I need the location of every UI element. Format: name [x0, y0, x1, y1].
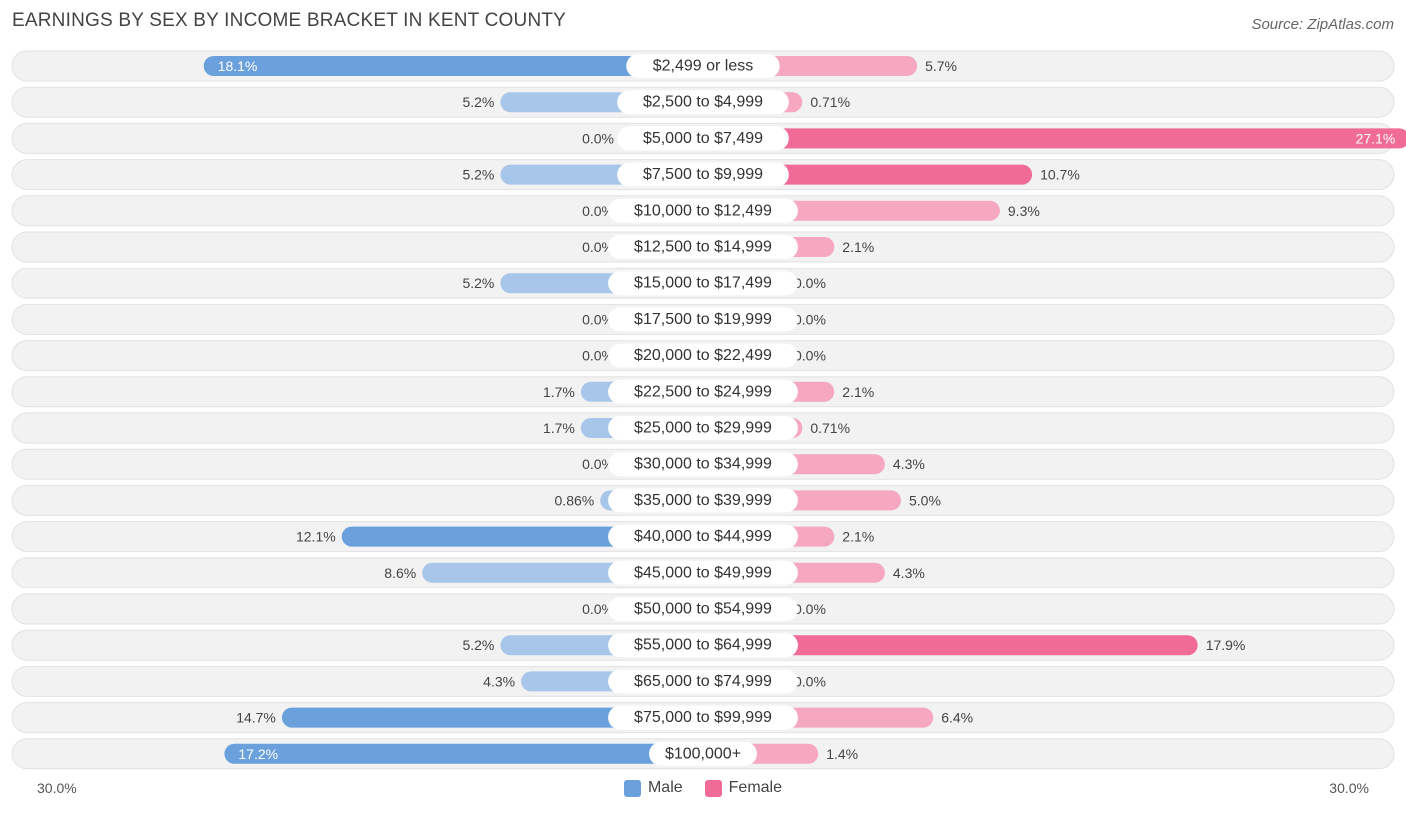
- male-value-label: 5.2%: [462, 637, 494, 653]
- male-value-label: 4.3%: [483, 673, 515, 689]
- category-pill: [617, 162, 789, 187]
- category-label: $65,000 to $74,999: [634, 673, 772, 690]
- male-value-label: 5.2%: [462, 275, 494, 291]
- male-value-label: 0.0%: [582, 311, 614, 327]
- male-value-label: 1.7%: [543, 384, 575, 400]
- female-value-label: 0.0%: [794, 601, 826, 617]
- category-label: $75,000 to $99,999: [634, 709, 772, 726]
- category-label: $2,500 to $4,999: [643, 94, 763, 111]
- category-label: $22,500 to $24,999: [634, 383, 772, 400]
- category-label: $45,000 to $49,999: [634, 564, 772, 581]
- category-label: $12,500 to $14,999: [634, 239, 772, 256]
- male-value-label: 0.0%: [582, 130, 614, 146]
- legend-label-male: Male: [647, 779, 683, 796]
- legend-item-female[interactable]: Female: [704, 779, 783, 797]
- male-value-label: 0.0%: [582, 456, 614, 472]
- female-value-label: 9.3%: [1008, 203, 1040, 219]
- female-value-label: 2.1%: [842, 239, 874, 255]
- female-value-label: 0.71%: [810, 94, 850, 110]
- female-value-label: 2.1%: [842, 384, 874, 400]
- category-pill: [608, 705, 798, 730]
- female-value-label: 2.1%: [842, 529, 874, 545]
- category-label: $10,000 to $12,499: [634, 202, 772, 219]
- category-label: $35,000 to $39,999: [634, 492, 772, 509]
- source-credit: Source: ZipAtlas.com: [1251, 16, 1394, 33]
- category-label: $5,000 to $7,499: [643, 130, 763, 147]
- male-value-label: 12.1%: [296, 529, 336, 545]
- category-label: $17,500 to $19,999: [634, 311, 772, 328]
- female-value-label: 5.0%: [909, 492, 941, 508]
- category-pill: [608, 271, 798, 296]
- category-label: $40,000 to $44,999: [634, 528, 772, 545]
- category-pill: [608, 633, 798, 658]
- male-value-label: 0.0%: [582, 601, 614, 617]
- female-value-label: 0.0%: [794, 311, 826, 327]
- female-value-label: 5.7%: [925, 58, 957, 74]
- legend-label-female: Female: [728, 779, 783, 796]
- female-value-label: 0.71%: [810, 420, 850, 436]
- male-bar: [203, 56, 703, 76]
- male-bar: [224, 743, 703, 764]
- category-pill: [608, 343, 798, 368]
- category-pill: [617, 126, 789, 151]
- female-value-label: 17.9%: [1206, 637, 1246, 653]
- category-pill: [608, 669, 798, 694]
- male-value-label: 17.2%: [238, 746, 278, 762]
- legend: Male Female: [0, 779, 1406, 797]
- male-bar: [281, 707, 703, 728]
- category-label: $55,000 to $64,999: [634, 637, 772, 654]
- male-value-label: 0.86%: [555, 492, 595, 508]
- axis-left-label: 30.0%: [37, 780, 77, 796]
- category-pill: [608, 198, 798, 223]
- female-value-label: 0.0%: [794, 275, 826, 291]
- category-pill: [608, 452, 798, 477]
- axis-right-label: 30.0%: [1329, 780, 1369, 796]
- female-value-label: 10.7%: [1040, 167, 1080, 183]
- category-label: $2,499 or less: [653, 58, 754, 75]
- category-pill: [608, 524, 798, 549]
- female-value-label: 27.1%: [1356, 130, 1396, 146]
- category-label: $7,500 to $9,999: [643, 166, 763, 183]
- category-pill: [626, 54, 780, 78]
- male-value-label: 0.0%: [582, 203, 614, 219]
- category-pill: [608, 597, 798, 621]
- category-pill: [608, 307, 798, 332]
- male-value-label: 0.0%: [582, 239, 614, 255]
- male-value-label: 0.0%: [582, 348, 614, 364]
- male-value-label: 1.7%: [543, 420, 575, 436]
- category-pill: [608, 560, 798, 585]
- category-pill: [608, 379, 798, 404]
- category-label: $20,000 to $22,499: [634, 347, 772, 364]
- female-value-label: 4.3%: [893, 565, 925, 581]
- female-bar: [703, 128, 1406, 149]
- category-pill: [608, 416, 798, 440]
- legend-swatch-female: [704, 779, 722, 797]
- category-label: $100,000+: [665, 745, 741, 762]
- legend-item-male[interactable]: Male: [623, 779, 683, 797]
- category-pill: [617, 90, 789, 115]
- female-value-label: 1.4%: [826, 746, 858, 762]
- category-label: $15,000 to $17,499: [634, 275, 772, 292]
- category-pill: [608, 235, 798, 259]
- male-value-label: 14.7%: [236, 710, 276, 726]
- category-pill: [649, 741, 757, 766]
- category-label: $50,000 to $54,999: [634, 601, 772, 618]
- category-label: $30,000 to $34,999: [634, 456, 772, 473]
- chart-title: EARNINGS BY SEX BY INCOME BRACKET IN KEN…: [12, 10, 567, 31]
- legend-swatch-male: [623, 779, 641, 797]
- category-label: $25,000 to $29,999: [634, 420, 772, 437]
- female-value-label: 6.4%: [941, 710, 973, 726]
- female-bar: [703, 635, 1198, 656]
- female-value-label: 4.3%: [893, 456, 925, 472]
- female-value-label: 0.0%: [794, 673, 826, 689]
- category-pill: [608, 488, 798, 513]
- male-value-label: 18.1%: [218, 58, 258, 74]
- male-value-label: 8.6%: [384, 565, 416, 581]
- male-value-label: 5.2%: [462, 94, 494, 110]
- male-value-label: 5.2%: [462, 167, 494, 183]
- female-value-label: 0.0%: [794, 348, 826, 364]
